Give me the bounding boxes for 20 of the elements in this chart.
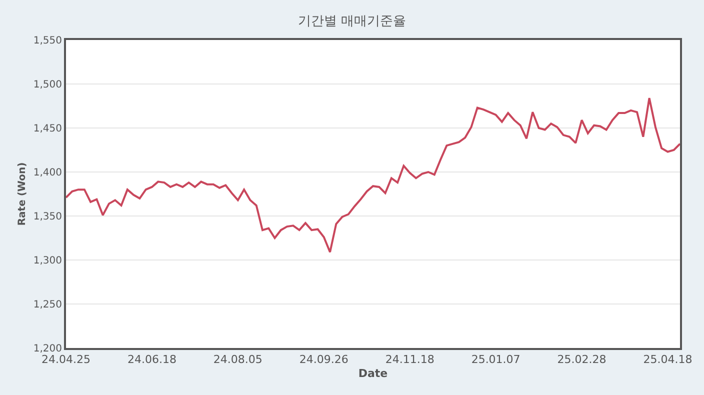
x-tick-label: 25.04.18	[643, 353, 692, 366]
x-tick-label: 24.08.05	[213, 353, 262, 366]
y-axis-title: Rate (Won)	[16, 162, 28, 226]
x-tick-label: 24.04.25	[42, 353, 90, 366]
x-tick-label: 25.01.07	[471, 353, 520, 366]
y-tick-label: 1,350	[33, 212, 62, 222]
y-tick-label: 1,450	[33, 124, 62, 134]
y-tick-label: 1,250	[33, 300, 62, 310]
x-tick-label: 25.02.28	[557, 353, 606, 366]
y-tick-label: 1,400	[33, 168, 62, 178]
chart-title: 기간별 매매기준율	[298, 14, 406, 29]
x-tick-label: 24.09.26	[299, 353, 348, 366]
y-tick-label: 1,500	[33, 80, 62, 90]
y-tick-label: 1,550	[33, 36, 62, 46]
line-series	[66, 97, 680, 254]
x-tick-label: 24.06.18	[127, 353, 176, 366]
y-tick-label: 1,300	[33, 256, 62, 266]
x-tick-label: 24.11.18	[385, 353, 434, 366]
y-tick-label: 1,200	[33, 344, 62, 354]
x-axis-title: Date	[358, 366, 388, 380]
